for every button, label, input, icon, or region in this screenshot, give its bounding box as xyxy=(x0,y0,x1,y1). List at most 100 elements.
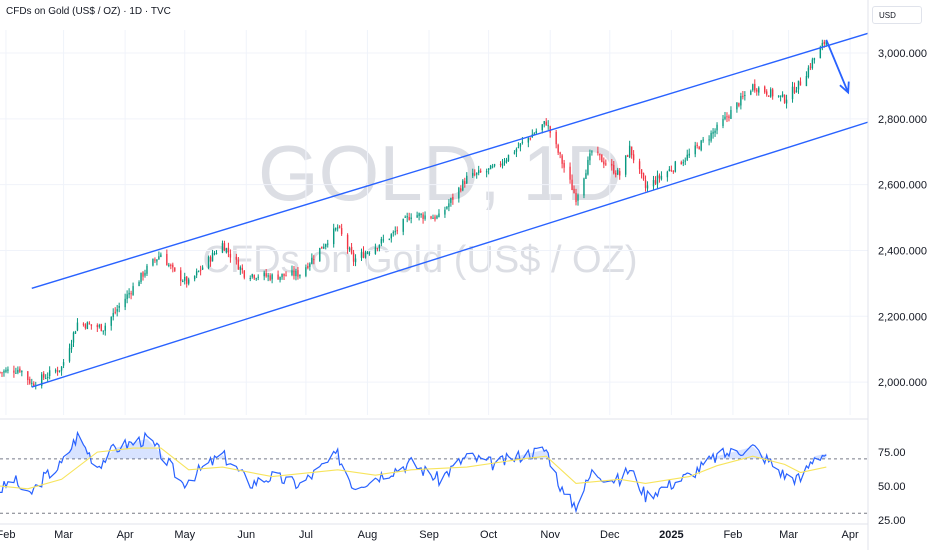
candle-body xyxy=(325,244,327,247)
arrow-shaft[interactable] xyxy=(825,39,849,93)
candle xyxy=(698,145,700,150)
candle xyxy=(420,212,422,218)
candle xyxy=(722,115,724,129)
candle-body xyxy=(197,270,200,272)
candle-body xyxy=(90,324,93,326)
candle xyxy=(672,170,675,174)
candle xyxy=(432,214,434,220)
candle xyxy=(493,163,496,168)
candle-body xyxy=(642,173,645,180)
candle xyxy=(517,142,520,149)
candle xyxy=(21,370,23,377)
candle-body xyxy=(477,170,480,174)
candle-body xyxy=(781,94,784,97)
candle-body xyxy=(569,166,571,180)
candle-body xyxy=(144,272,146,276)
candle xyxy=(430,215,432,220)
candle xyxy=(543,120,545,128)
candle-body xyxy=(305,267,307,276)
candle-body xyxy=(237,260,240,270)
time-tick-label: 2025 xyxy=(659,529,683,541)
candle xyxy=(515,147,518,158)
candle xyxy=(352,249,355,266)
candle-body xyxy=(41,374,43,386)
candle xyxy=(82,322,85,327)
candle xyxy=(281,273,283,280)
projection-arrow[interactable] xyxy=(825,39,850,95)
candle xyxy=(726,112,728,123)
candle xyxy=(728,114,730,122)
candle-body xyxy=(583,178,585,196)
candle xyxy=(603,157,605,169)
candle xyxy=(396,226,398,235)
candle xyxy=(559,151,561,159)
candle xyxy=(319,247,321,262)
candle-body xyxy=(56,370,59,372)
channel-lower-line[interactable] xyxy=(31,121,869,388)
candle xyxy=(462,179,464,192)
candle-body xyxy=(499,164,502,166)
candle xyxy=(225,247,228,254)
candle xyxy=(424,211,426,221)
candle-body xyxy=(420,214,422,216)
candle xyxy=(46,372,49,383)
candle-body xyxy=(223,243,226,251)
candle xyxy=(716,122,718,135)
candle xyxy=(809,62,812,71)
candle xyxy=(583,177,585,199)
candle xyxy=(668,166,671,172)
candle xyxy=(571,174,573,191)
candle-body xyxy=(738,103,740,106)
candle-body xyxy=(487,168,490,170)
candle-body xyxy=(86,322,89,330)
candle xyxy=(380,236,383,247)
candle-body xyxy=(819,47,822,59)
time-axis[interactable]: Feb Mar Apr May Jun Jul Aug Sep Oct Nov Dec 2025 Feb… xyxy=(0,523,868,541)
candle-body xyxy=(617,169,619,175)
candle-body xyxy=(46,376,49,378)
candle xyxy=(3,369,5,377)
candle-body xyxy=(823,41,826,45)
time-tick-label: Nov xyxy=(540,529,560,541)
candle-body xyxy=(62,362,65,366)
candle-body xyxy=(311,257,313,264)
candle-body xyxy=(591,151,593,153)
channel-upper-line[interactable] xyxy=(31,32,869,289)
candle xyxy=(158,251,160,260)
candle xyxy=(660,171,663,181)
candle-body xyxy=(766,91,768,95)
candle-body xyxy=(779,95,782,97)
candle xyxy=(7,366,9,374)
candle-body xyxy=(750,90,752,95)
watermark: GOLD, 1D CFDs on Gold (US$ / OZ) xyxy=(203,129,638,281)
candle-body xyxy=(146,265,148,274)
candle-body xyxy=(807,67,810,78)
candle-body xyxy=(533,133,536,135)
candle-body xyxy=(722,119,724,126)
rsi-axis[interactable]: 75.00 50.00 25.00 xyxy=(878,447,906,527)
candle-body xyxy=(336,227,339,229)
candle-body xyxy=(726,116,728,118)
candlestick-series xyxy=(0,39,827,390)
candle xyxy=(309,262,311,271)
candle-body xyxy=(644,180,647,188)
candle xyxy=(485,168,488,178)
candle-body xyxy=(100,324,102,332)
candle-body xyxy=(229,253,232,258)
candle-body xyxy=(118,306,120,308)
candle xyxy=(44,374,47,380)
candle-body xyxy=(13,370,15,373)
candle-body xyxy=(696,144,698,146)
candle xyxy=(239,265,242,275)
candle xyxy=(638,158,641,174)
candle xyxy=(599,153,601,161)
price-axis[interactable]: 2,000.000 2,200.000 2,400.000 2,600.000 2,80… xyxy=(867,0,927,550)
candle-body xyxy=(561,155,563,164)
candle xyxy=(460,185,462,193)
parallel-channel[interactable] xyxy=(31,32,869,388)
candle-body xyxy=(323,246,325,249)
currency-unit-button[interactable]: USD xyxy=(872,6,922,24)
candle xyxy=(211,249,214,262)
candle xyxy=(338,225,341,229)
